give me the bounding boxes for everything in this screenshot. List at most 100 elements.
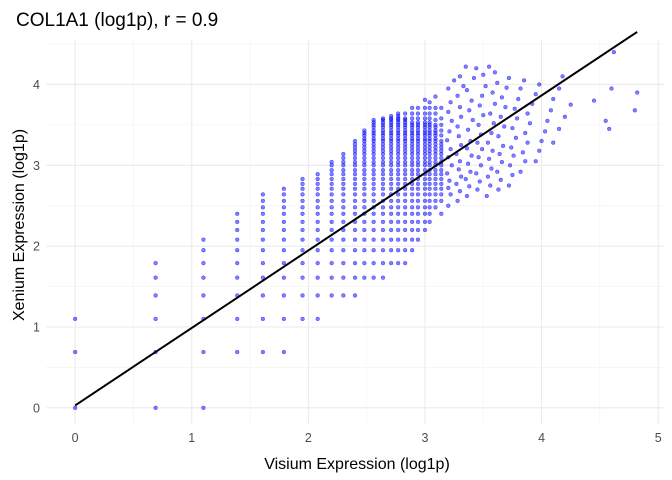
- data-point: [409, 237, 415, 242]
- data-point: [300, 186, 305, 191]
- data-point: [476, 122, 481, 128]
- data-point: [352, 181, 358, 187]
- data-point: [468, 169, 473, 174]
- data-point: [371, 219, 376, 225]
- data-point: [281, 227, 287, 233]
- data-point: [488, 183, 493, 188]
- data-point: [439, 168, 444, 173]
- data-point: [362, 155, 367, 161]
- data-point: [315, 198, 320, 204]
- data-point: [477, 103, 482, 108]
- data-point: [415, 111, 421, 116]
- data-point: [362, 176, 367, 182]
- data-point: [496, 134, 501, 139]
- data-point: [352, 237, 358, 242]
- x-tick-label: 4: [538, 431, 545, 445]
- data-point: [402, 159, 408, 165]
- data-point: [415, 219, 421, 225]
- data-point: [474, 66, 479, 71]
- data-point: [422, 192, 428, 197]
- data-point: [427, 120, 432, 125]
- data-point: [422, 116, 428, 121]
- data-point: [591, 98, 597, 103]
- data-point: [395, 260, 401, 266]
- data-point: [422, 211, 428, 216]
- data-point: [380, 116, 386, 121]
- data-point: [449, 118, 454, 123]
- data-point: [235, 237, 240, 242]
- data-point: [380, 159, 386, 165]
- data-point: [439, 138, 444, 144]
- data-point: [153, 275, 158, 280]
- data-point: [568, 102, 573, 107]
- data-point: [470, 117, 475, 123]
- data-point: [315, 192, 320, 197]
- data-point: [433, 94, 438, 99]
- y-axis-title: Xenium Expression (log1p): [11, 129, 28, 321]
- data-point: [439, 181, 444, 187]
- data-point: [341, 192, 346, 197]
- data-point: [315, 211, 320, 216]
- data-point: [260, 192, 266, 197]
- data-point: [510, 172, 515, 178]
- data-point: [352, 205, 358, 210]
- data-point: [402, 227, 408, 233]
- data-point: [300, 181, 305, 187]
- data-point: [300, 316, 305, 322]
- data-point: [281, 248, 287, 253]
- data-point: [422, 155, 428, 161]
- data-point: [281, 219, 287, 225]
- y-tick-label: 3: [33, 159, 40, 173]
- data-point: [362, 172, 367, 177]
- data-point: [542, 129, 548, 134]
- data-point: [489, 166, 494, 171]
- data-point: [352, 211, 358, 216]
- data-point: [474, 171, 479, 176]
- data-point: [352, 275, 358, 280]
- fit-line-group: [74, 31, 638, 407]
- data-point: [389, 248, 394, 253]
- data-point: [329, 293, 334, 298]
- data-point: [395, 211, 401, 216]
- data-point: [523, 159, 528, 164]
- data-point: [260, 205, 266, 210]
- data-point: [479, 93, 485, 98]
- data-point: [315, 293, 320, 298]
- data-point: [201, 260, 206, 266]
- data-point: [341, 155, 346, 161]
- data-point: [300, 176, 305, 182]
- data-point: [448, 146, 453, 152]
- data-point: [488, 111, 493, 116]
- data-point: [73, 316, 78, 322]
- data-point: [409, 120, 415, 125]
- data-point: [281, 293, 287, 298]
- data-point: [446, 185, 451, 191]
- data-point: [315, 260, 320, 266]
- data-point: [300, 211, 305, 216]
- data-point: [433, 111, 438, 116]
- data-point: [439, 176, 444, 182]
- data-point: [422, 111, 428, 116]
- data-point: [235, 211, 240, 216]
- data-point: [341, 186, 346, 191]
- x-tick-label: 2: [305, 431, 312, 445]
- data-point: [415, 120, 421, 125]
- data-point: [260, 248, 266, 253]
- data-point: [409, 227, 415, 233]
- data-point: [380, 181, 386, 187]
- data-point: [409, 159, 415, 165]
- data-point: [371, 172, 376, 177]
- data-point: [409, 172, 415, 177]
- data-point: [415, 186, 421, 191]
- data-point: [427, 159, 432, 165]
- data-point: [455, 198, 460, 204]
- data-point: [415, 168, 421, 173]
- data-point: [433, 198, 438, 204]
- data-point: [362, 192, 367, 197]
- data-point: [329, 192, 334, 197]
- data-point: [457, 74, 463, 79]
- data-point: [371, 159, 376, 165]
- y-tick-label: 1: [33, 320, 40, 334]
- data-point: [611, 49, 617, 55]
- data-point: [329, 275, 334, 280]
